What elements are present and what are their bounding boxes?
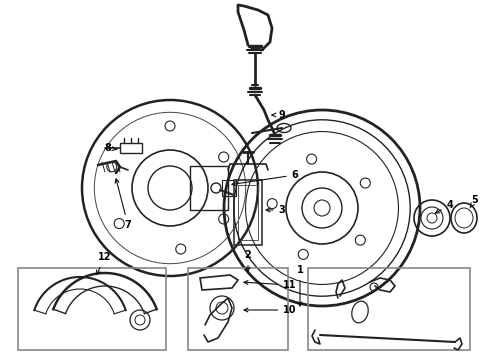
Text: 1: 1 bbox=[296, 265, 303, 306]
Bar bbox=[190, 166, 228, 210]
Text: 12: 12 bbox=[97, 252, 112, 274]
Text: 11: 11 bbox=[244, 280, 297, 290]
Bar bbox=[222, 180, 236, 196]
Text: 4: 4 bbox=[436, 200, 453, 213]
Text: 3: 3 bbox=[266, 205, 285, 215]
Bar bbox=[238, 185, 258, 240]
Text: 2: 2 bbox=[245, 250, 251, 271]
Text: 9: 9 bbox=[272, 110, 285, 120]
Text: 7: 7 bbox=[115, 179, 131, 230]
Bar bbox=[18, 268, 166, 350]
Text: 5: 5 bbox=[470, 195, 478, 208]
Text: 10: 10 bbox=[244, 305, 297, 315]
Bar bbox=[308, 268, 470, 350]
Text: 8: 8 bbox=[104, 143, 117, 153]
Bar bbox=[120, 143, 142, 153]
Bar bbox=[234, 180, 262, 245]
Bar bbox=[188, 268, 288, 350]
Text: 6: 6 bbox=[232, 170, 298, 186]
